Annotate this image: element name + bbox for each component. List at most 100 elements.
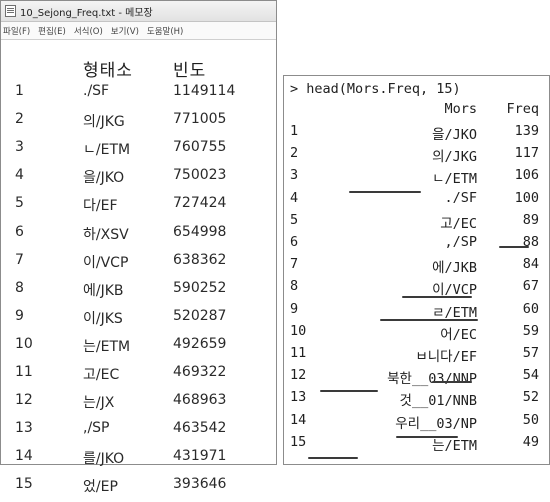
row-mors: ㄹ/ETM (432, 304, 477, 321)
row-rank: 7 (15, 251, 24, 268)
row-freq: 468963 (173, 392, 227, 409)
row-freq: 520287 (173, 307, 227, 324)
row-morph: 고/EC (83, 367, 120, 383)
row-freq: 54 (522, 367, 539, 384)
menu-help[interactable]: 도움말(H) (146, 26, 184, 37)
row-mors: 고/EC (440, 215, 477, 232)
row-freq: 492659 (173, 335, 227, 352)
row-index: 2 (290, 145, 299, 162)
underline-mark (396, 436, 458, 438)
table-row: 12 는/JX 468963 (1, 392, 276, 418)
row-freq: 139 (514, 123, 539, 139)
notepad-icon (5, 5, 16, 17)
row-rank: 1 (15, 83, 24, 99)
notepad-titlebar[interactable]: 10_Sejong_Freq.txt - 메모장 (1, 1, 276, 22)
table-row: 4 을/JKO 750023 (1, 167, 276, 193)
row-morph: ./SF (83, 83, 110, 99)
table-row: 7 에/JKB 84 (284, 256, 549, 278)
row-rank: 6 (15, 223, 24, 240)
row-rank: 14 (15, 448, 33, 465)
row-morph: ,/SP (83, 420, 110, 437)
table-row: 8 이/VCP 67 (284, 278, 549, 300)
row-freq: 654998 (173, 223, 227, 240)
row-mors: 의/JKG (432, 149, 477, 166)
table-row: 1 ./SF 1149114 (1, 83, 276, 109)
row-mors: 북한__03/NNP (387, 371, 477, 388)
row-freq: 727424 (173, 195, 227, 212)
row-freq: 57 (522, 345, 539, 361)
table-row: 14 우리__03/NP 50 (284, 412, 549, 434)
table-row: 1 을/JKO 139 (284, 123, 549, 145)
table-row: 6 하/XSV 654998 (1, 224, 276, 250)
row-index: 3 (290, 167, 299, 184)
menu-edit[interactable]: 편집(E) (38, 26, 66, 37)
table-row: 13 ,/SP 463542 (1, 420, 276, 446)
row-freq: 469322 (173, 364, 227, 380)
table-row: 11 ㅂ니다/EF 57 (284, 345, 549, 367)
row-freq: 463542 (173, 420, 227, 437)
row-mors: 것__01/NNB (399, 393, 477, 410)
table-row: 10 는/ETM 492659 (1, 336, 276, 362)
row-mors: ㄴ/ETM (432, 171, 477, 188)
menu-view[interactable]: 보기(V) (110, 26, 139, 37)
row-morph: 는/JX (83, 395, 115, 412)
row-morph: 을/JKO (83, 170, 125, 187)
row-mors: 이/VCP (432, 282, 477, 299)
table-row: 15 는/ETM 49 (284, 434, 549, 456)
row-freq: 84 (522, 256, 539, 273)
row-freq: 60 (522, 300, 539, 317)
row-freq: 638362 (173, 251, 227, 268)
notepad-text-area[interactable]: 형태소 빈도 1 ./SF 1149114 2 의/JKG 771005 3 ㄴ/ETM 760… (1, 39, 276, 495)
table-row: 9 ㄹ/ETM 60 (284, 301, 549, 323)
r-console-output: > head(Mors.Freq, 15) Mors Freq 1 을/JKO 13… (283, 75, 550, 465)
underline-mark (349, 191, 421, 193)
row-rank: 12 (15, 392, 33, 409)
row-freq: 67 (522, 278, 539, 295)
table-row: 13 것__01/NNB 52 (284, 389, 549, 411)
table-row: 10 어/EC 59 (284, 323, 549, 345)
menu-file[interactable]: 파일(F) (3, 26, 31, 37)
table-row: 5 고/EC 89 (284, 212, 549, 234)
row-morph: 이/JKS (83, 310, 123, 327)
row-rank: 10 (15, 335, 33, 352)
notepad-menubar: 파일(F) 편집(E) 서식(O) 보기(V) 도움말(H) (1, 22, 276, 40)
underline-mark (499, 246, 529, 248)
table-row: 3 ㄴ/ETM 760755 (1, 139, 276, 165)
table-row: 3 ㄴ/ETM 106 (284, 167, 549, 189)
row-morph: 의/JKG (83, 114, 125, 131)
underline-mark (402, 296, 472, 298)
r-header-mors: Mors (444, 101, 477, 117)
column-header-freq: 빈도 (173, 61, 207, 81)
r-header-freq: Freq (506, 101, 539, 117)
underline-mark (320, 390, 378, 392)
row-rank: 8 (15, 279, 24, 296)
row-index: 10 (290, 322, 307, 339)
row-rank: 4 (15, 167, 24, 184)
menu-format[interactable]: 서식(O) (73, 26, 103, 37)
column-header-morph: 형태소 (83, 61, 133, 81)
table-row: 11 고/EC 469322 (1, 364, 276, 390)
row-freq: 100 (514, 189, 539, 206)
notepad-title: 10_Sejong_Freq.txt - 메모장 (20, 7, 153, 19)
row-morph: 는/ETM (83, 338, 131, 355)
row-mors: 을/JKO (432, 127, 477, 143)
row-freq: 431971 (173, 448, 227, 465)
row-freq: 393646 (173, 476, 227, 493)
row-mors: 에/JKB (432, 260, 477, 277)
row-freq: 771005 (173, 111, 227, 128)
row-morph: 하/XSV (83, 226, 129, 243)
row-freq: 750023 (173, 167, 227, 184)
row-index: 4 (290, 189, 299, 206)
table-row: 8 에/JKB 590252 (1, 280, 276, 306)
row-freq: 59 (522, 322, 539, 339)
table-row: 4 ./SF 100 (284, 190, 549, 212)
row-index: 5 (290, 211, 299, 228)
table-row: 2 의/JKG 771005 (1, 111, 276, 137)
row-mors: ㅂ니다/EF (415, 349, 477, 365)
table-row: 7 이/VCP 638362 (1, 252, 276, 278)
row-rank: 11 (15, 364, 33, 380)
row-index: 12 (290, 367, 307, 384)
row-rank: 15 (15, 476, 33, 493)
row-mors: 어/EC (440, 326, 477, 343)
row-morph: 었/EP (83, 479, 118, 496)
